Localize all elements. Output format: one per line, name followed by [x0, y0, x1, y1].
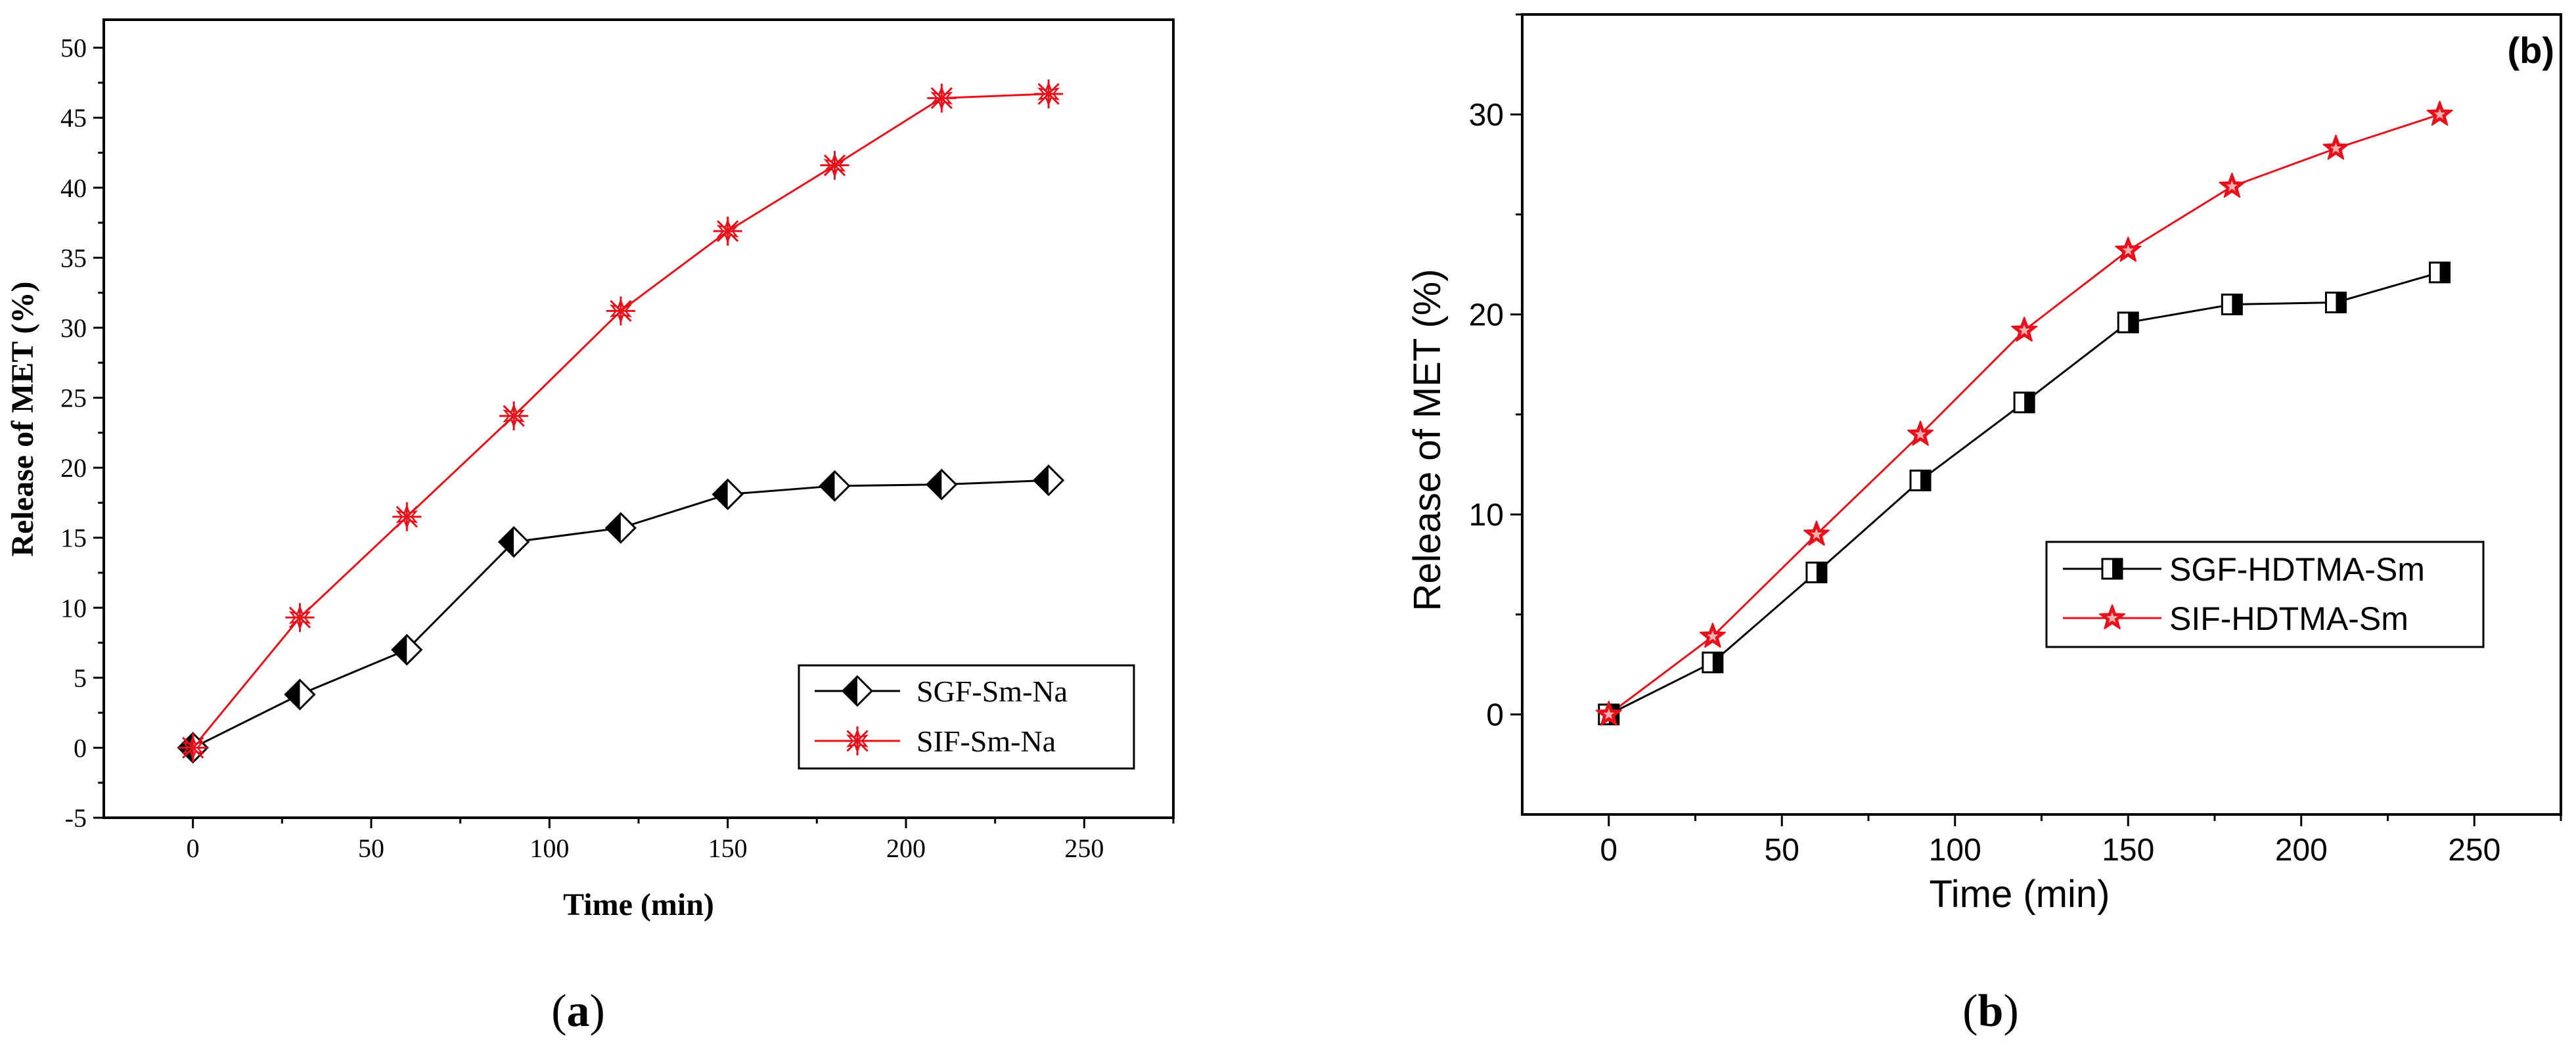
y-tick-label-a-20: 20	[60, 453, 87, 483]
x-tick-label-a-200: 200	[886, 834, 926, 863]
chart-panel-b: 0 50 100 150 200 250 0 10 20 30 Time (min) Releas…	[1406, 13, 2562, 1036]
x-tick-label-a-50: 50	[358, 834, 384, 863]
data-point-sif-sm-na-90	[499, 401, 529, 431]
data-point-sif-hdtma-sm-90	[1907, 420, 1934, 446]
data-point-sgf-hdtma-sm-30	[1702, 652, 1724, 674]
x-tick-label-b-200: 200	[2275, 833, 2328, 868]
data-point-sif-sm-na-120	[606, 296, 635, 326]
series-layer-b	[1595, 100, 2453, 726]
panel-caption-b: (b)	[1962, 986, 2019, 1036]
axes-b: 0 50 100 150 200 250 0 10 20 30	[1469, 13, 2562, 868]
y-tick-label-b-0: 0	[1486, 698, 1504, 733]
legend-a: SGF-Sm-Na SIF-Sm-Na	[798, 664, 1135, 770]
legend-label-sgf-hdtma-sm: SGF-HDTMA-Sm	[2169, 551, 2425, 588]
data-point-sgf-sm-na-150	[712, 478, 744, 510]
legend-symbol-sif-sm-na	[843, 726, 872, 755]
y-tick-label-a-10: 10	[60, 593, 87, 623]
legend-b: SGF-HDTMA-Sm SIF-HDTMA-Sm	[2045, 541, 2485, 648]
data-point-sif-hdtma-sm-240	[2426, 100, 2453, 126]
legend-symbol-sgf-sm-na	[841, 675, 874, 707]
y-tick-label-b-30: 30	[1469, 98, 1504, 133]
data-point-sgf-hdtma-sm-210	[2324, 291, 2347, 313]
x-tick-label-b-150: 150	[2102, 833, 2154, 868]
y-tick-label-a-15: 15	[60, 523, 87, 553]
y-tick-label-a-40: 40	[60, 173, 87, 203]
data-point-sgf-hdtma-sm-60	[1805, 562, 1828, 584]
data-point-sif-sm-na-240	[1034, 79, 1064, 108]
y-tick-label-a-50: 50	[60, 33, 87, 63]
data-point-sgf-sm-na-120	[604, 512, 637, 544]
y-tick-label-a--5: -5	[65, 803, 87, 833]
legend-label-sif-sm-na: SIF-Sm-Na	[916, 724, 1056, 758]
x-axis-label-b: Time (min)	[1930, 873, 2110, 916]
data-point-sif-hdtma-sm-180	[2219, 172, 2246, 198]
y-tick-label-a-5: 5	[74, 663, 87, 693]
data-point-sgf-sm-na-60	[391, 634, 423, 666]
y-tick-label-a-25: 25	[60, 384, 87, 413]
panel-caption-b-letter: b	[1978, 986, 2004, 1036]
axes-a: 0 50 100 150 200 250 -5 0 5 10 15 20 25 30 35 40 45 50	[60, 33, 1175, 863]
x-tick-label-a-0: 0	[187, 834, 200, 863]
data-point-sgf-hdtma-sm-180	[2221, 294, 2243, 316]
chart-panel-a: 0 50 100 150 200 250 -5 0 5 10 15 20 25 30 35 40 45 50 Ti…	[5, 18, 1175, 1036]
plot-frame-b	[1521, 13, 2562, 816]
data-point-sif-hdtma-sm-120	[2011, 317, 2038, 342]
y-tick-label-b-20: 20	[1469, 298, 1504, 333]
data-point-sgf-hdtma-sm-150	[2117, 311, 2139, 334]
series-layer-a	[177, 79, 1065, 764]
panel-caption-a-letter: a	[567, 986, 590, 1036]
panel-caption-a: (a)	[551, 986, 605, 1036]
data-point-sgf-sm-na-210	[926, 468, 958, 500]
x-tick-label-b-50: 50	[1765, 833, 1799, 868]
data-point-sif-sm-na-210	[927, 83, 957, 113]
legend-symbol-sif-hdtma-sm	[2098, 604, 2126, 630]
y-tick-label-a-30: 30	[60, 313, 87, 343]
data-point-sif-hdtma-sm-150	[2115, 236, 2142, 262]
legend-label-sif-hdtma-sm: SIF-HDTMA-Sm	[2169, 600, 2408, 637]
x-tick-label-a-100: 100	[530, 834, 569, 863]
data-point-sgf-sm-na-180	[819, 470, 851, 502]
data-point-sif-sm-na-30	[285, 603, 315, 633]
legend-marker-sif-hdtma-sm	[2098, 604, 2126, 630]
data-point-sgf-sm-na-30	[284, 678, 316, 711]
data-point-sif-hdtma-sm-30	[1699, 622, 1726, 648]
x-tick-label-a-250: 250	[1064, 834, 1104, 863]
legend-marker-sif-sm-na	[843, 726, 872, 755]
x-tick-label-b-100: 100	[1929, 833, 1981, 868]
data-point-sgf-hdtma-sm-120	[2013, 391, 2035, 414]
y-axis-label-b: Release of MET (%)	[1406, 269, 1449, 611]
data-point-sif-hdtma-sm-210	[2322, 135, 2349, 160]
legend-symbol-sgf-hdtma-sm	[2101, 558, 2123, 580]
data-point-sif-sm-na-180	[820, 150, 849, 180]
legend-label-sgf-sm-na: SGF-Sm-Na	[916, 675, 1068, 708]
series-line-sif-sm-na	[192, 93, 1049, 749]
y-axis-label-a: Release of MET (%)	[5, 281, 40, 556]
y-tick-label-a-35: 35	[60, 243, 87, 273]
x-axis-label-a: Time (min)	[563, 887, 714, 922]
data-point-sgf-hdtma-sm-240	[2429, 261, 2451, 284]
data-point-sif-hdtma-sm-60	[1803, 520, 1830, 546]
y-tick-label-a-45: 45	[60, 103, 87, 133]
series-line-sgf-hdtma-sm	[1608, 271, 2440, 716]
y-tick-label-b-10: 10	[1469, 498, 1504, 533]
x-tick-label-b-250: 250	[2448, 833, 2500, 868]
corner-label-b: (b)	[2507, 30, 2554, 71]
data-point-sif-sm-na-60	[392, 502, 422, 531]
data-point-sgf-sm-na-240	[1032, 464, 1065, 497]
data-point-sgf-hdtma-sm-90	[1909, 469, 1932, 491]
data-point-sif-hdtma-sm-0	[1595, 700, 1622, 726]
legend-marker-sgf-sm-na	[841, 675, 874, 707]
data-point-sgf-sm-na-90	[497, 525, 530, 558]
legend-marker-sgf-hdtma-sm	[2101, 558, 2123, 580]
data-point-sif-sm-na-150	[713, 216, 742, 246]
y-tick-label-a-0: 0	[74, 733, 87, 763]
data-point-sif-sm-na-0	[178, 733, 208, 763]
x-tick-label-b-0: 0	[1600, 833, 1617, 868]
x-tick-label-a-150: 150	[708, 834, 748, 863]
